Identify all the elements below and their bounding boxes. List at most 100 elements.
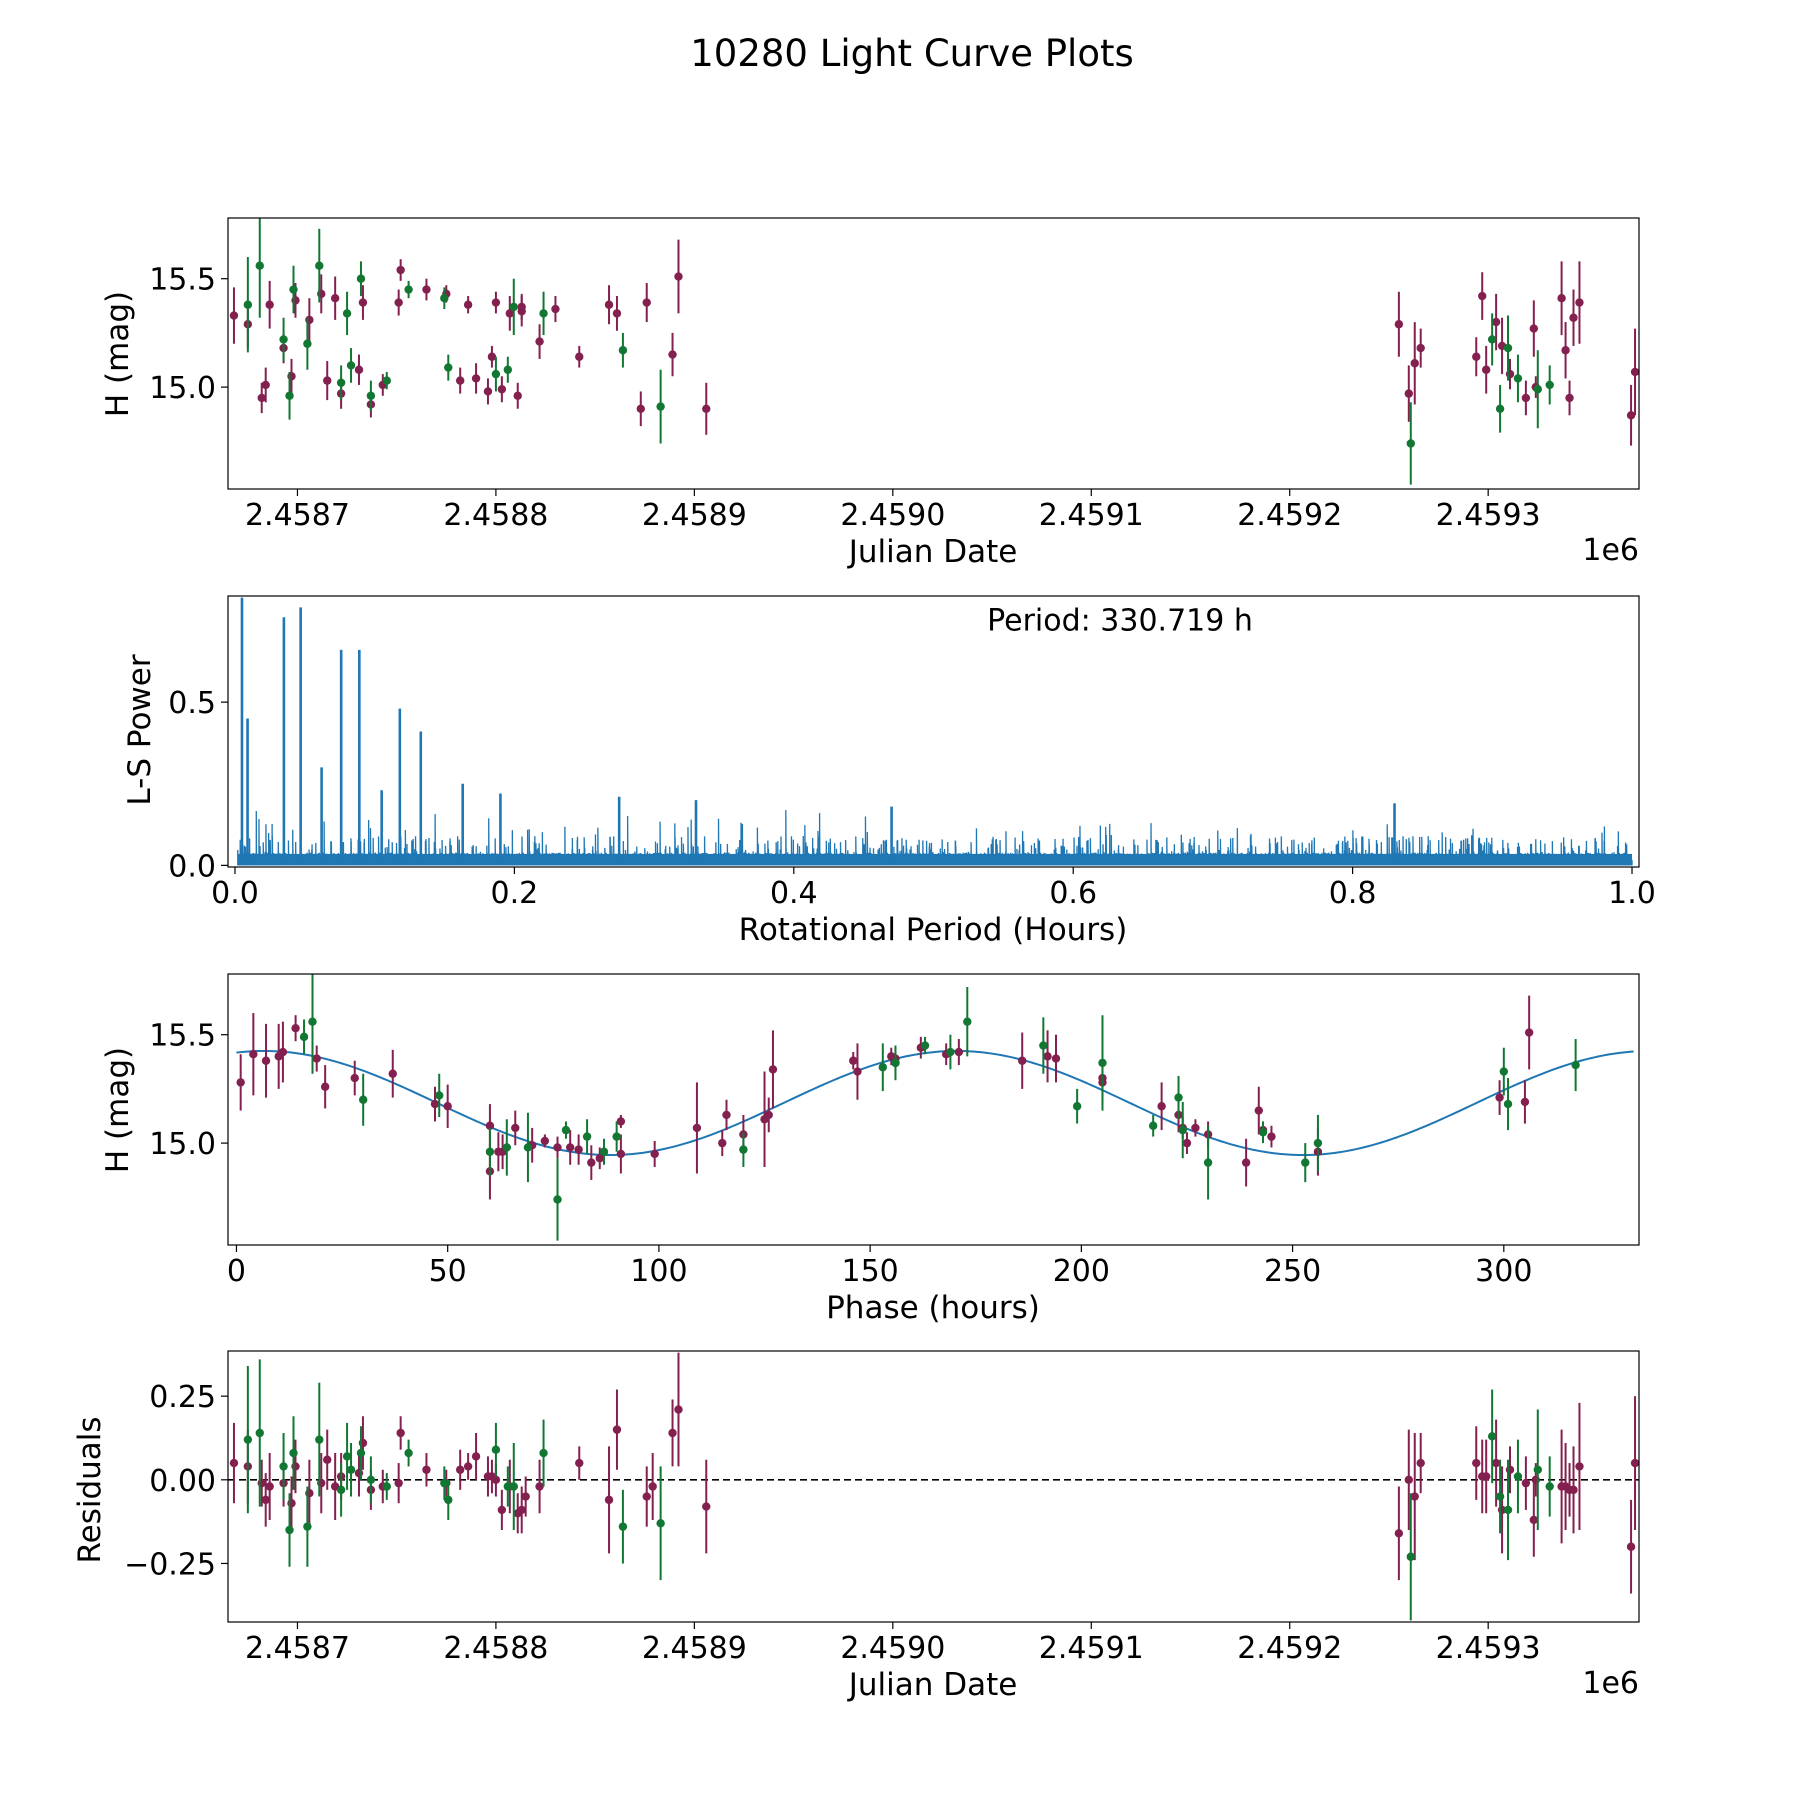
x-tick-label: 0: [227, 1254, 246, 1289]
data-point: [308, 1017, 317, 1026]
data-point: [503, 365, 513, 374]
data-point: [539, 309, 548, 318]
data-point: [471, 374, 481, 383]
series-filter-b: [299, 974, 1580, 1241]
data-point: [535, 1482, 544, 1491]
data-point: [265, 1482, 274, 1491]
x-tick-label: 100: [630, 1254, 687, 1289]
x-tick-label: 2.4590: [840, 498, 945, 533]
data-point: [1487, 1432, 1497, 1441]
data-point: [582, 1132, 592, 1141]
data-point: [1626, 411, 1636, 420]
data-point: [1521, 1478, 1531, 1488]
y-tick-label: 0.25: [149, 1380, 216, 1415]
data-point: [342, 309, 352, 318]
data-point: [299, 1032, 309, 1042]
periodogram-frame: [227, 595, 1640, 868]
data-point: [394, 298, 403, 307]
data-point: [285, 1525, 294, 1535]
data-point: [279, 1462, 288, 1471]
data-point: [1404, 389, 1413, 398]
data-point: [388, 1069, 397, 1078]
data-point: [1313, 1138, 1323, 1148]
data-point: [650, 1149, 659, 1159]
data-point: [463, 300, 473, 309]
data-point: [346, 1465, 356, 1474]
data-point: [612, 1132, 621, 1141]
x-tick-label: 2.4588: [443, 498, 548, 533]
data-point: [553, 1143, 562, 1152]
data-point: [315, 1435, 324, 1444]
data-point: [1481, 1472, 1491, 1481]
data-point: [278, 1047, 288, 1057]
data-point: [303, 1522, 312, 1531]
data-point: [443, 1102, 452, 1111]
data-point: [1545, 380, 1554, 390]
data-point: [261, 1495, 270, 1505]
data-point: [674, 1405, 683, 1414]
data-point: [1533, 1465, 1542, 1474]
data-point: [668, 350, 677, 359]
data-point: [1503, 1505, 1513, 1515]
data-point: [1254, 1106, 1263, 1115]
data-point: [963, 1017, 972, 1026]
data-point: [1410, 1492, 1419, 1501]
data-point: [323, 1455, 332, 1464]
data-point: [485, 1147, 495, 1156]
data-point: [336, 378, 346, 387]
data-point: [330, 294, 340, 303]
data-point: [920, 1041, 930, 1050]
data-point: [303, 339, 312, 348]
data-point: [404, 1448, 413, 1458]
data-point: [1513, 374, 1523, 383]
x-tick-label: 2.4590: [840, 1631, 945, 1666]
y-tick-label: 15.5: [149, 1019, 216, 1054]
data-point: [1258, 1128, 1268, 1137]
data-point: [702, 1502, 711, 1511]
data-point: [1529, 324, 1539, 333]
series-filter-b: [243, 1359, 1554, 1621]
data-point: [1404, 1475, 1413, 1485]
data-point: [1569, 1485, 1578, 1495]
data-point: [1557, 294, 1566, 303]
x-tick-label: 2.4593: [1436, 498, 1541, 533]
data-point: [1487, 335, 1497, 344]
data-point: [722, 1110, 731, 1120]
y-tick-label: 15.5: [149, 263, 216, 298]
data-point: [636, 404, 645, 413]
data-point: [404, 285, 413, 294]
data-point: [1478, 291, 1487, 301]
residuals-y-label: Residuals: [72, 1416, 108, 1563]
data-point: [440, 294, 449, 303]
data-point: [1495, 1093, 1504, 1102]
data-point: [692, 1123, 702, 1133]
data-point: [236, 1078, 245, 1087]
data-point: [497, 1505, 507, 1515]
residuals-x-label: Julian Date: [847, 1667, 1018, 1703]
data-point: [1529, 1515, 1539, 1525]
data-point: [1491, 1458, 1501, 1468]
data-point: [702, 404, 711, 413]
x-tick-label: 200: [1053, 1254, 1110, 1289]
sinusoid-fit-curve: [236, 1049, 1634, 1157]
residuals-x-offset-label: 1e6: [1582, 1666, 1639, 1701]
data-point: [229, 311, 239, 320]
data-point: [1524, 1028, 1534, 1037]
phased-x-ticks: 0 50 100 150 200 250 300: [227, 1245, 1532, 1289]
data-point: [1499, 1067, 1509, 1076]
data-point: [422, 1465, 431, 1474]
data-point: [599, 1147, 609, 1156]
data-point: [1043, 1052, 1052, 1061]
data-point: [1575, 298, 1584, 307]
data-point: [574, 1145, 583, 1154]
data-point: [954, 1047, 964, 1057]
data-point: [539, 1448, 548, 1458]
data-point: [1561, 346, 1570, 355]
data-point: [517, 302, 526, 312]
data-point: [1416, 343, 1425, 353]
data-point: [396, 1428, 405, 1438]
data-point: [604, 1495, 614, 1505]
phased-y-label: H (mag): [100, 1047, 136, 1173]
lightcurve-y-ticks: 15.0 15.5: [149, 263, 228, 406]
